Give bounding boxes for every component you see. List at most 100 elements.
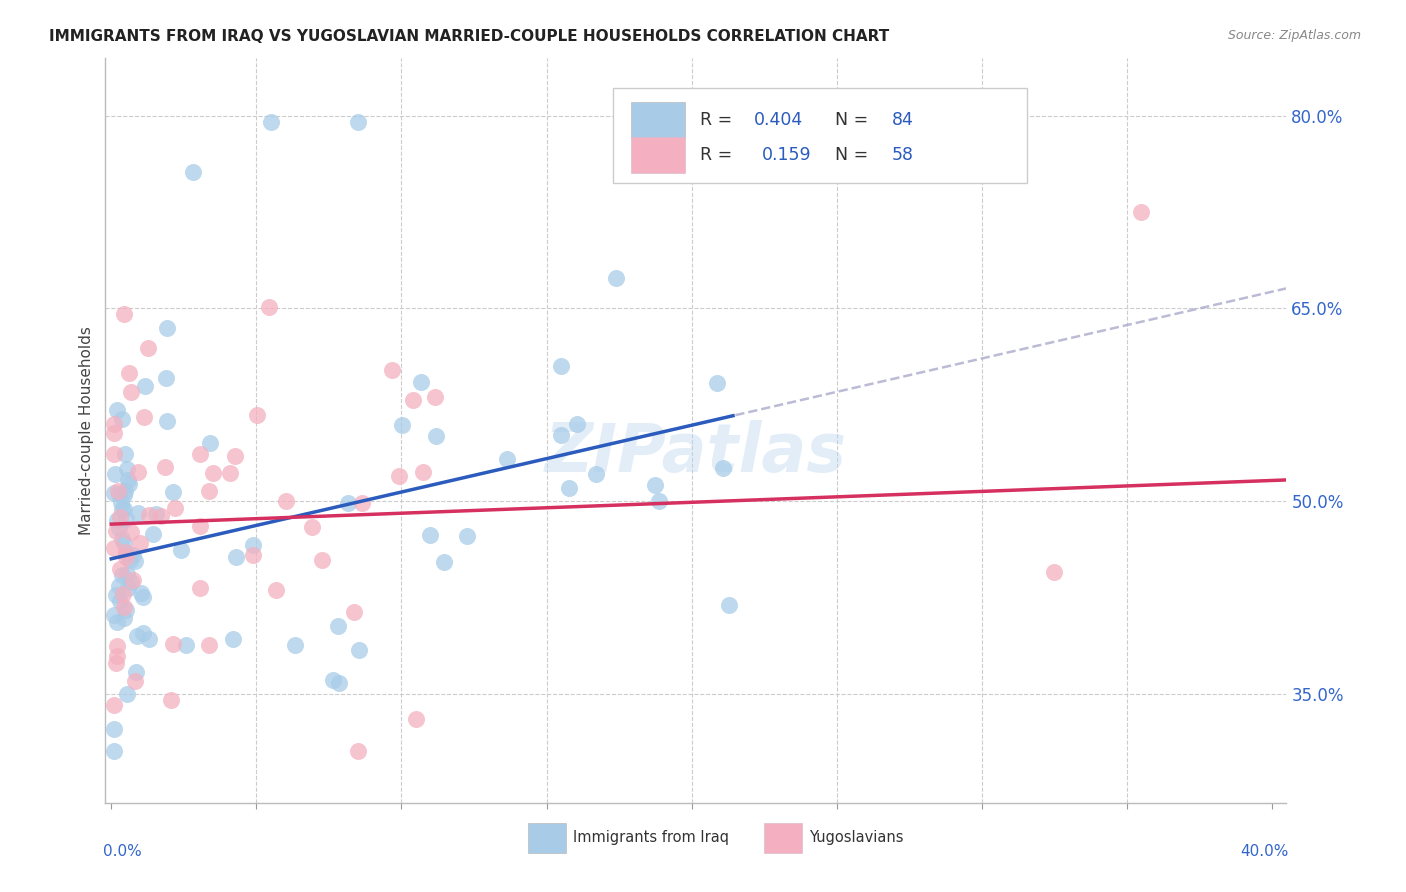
- Point: [120, 524, 142, 539]
- Point: [411, 376, 433, 390]
- Point: [120, 385, 142, 400]
- Point: [115, 603, 138, 617]
- Point: [225, 550, 247, 565]
- Point: [246, 409, 269, 423]
- Point: [496, 452, 519, 467]
- Point: [311, 553, 333, 567]
- Point: [117, 462, 139, 476]
- Point: [145, 507, 167, 521]
- Point: [117, 581, 139, 595]
- FancyBboxPatch shape: [765, 823, 803, 853]
- Point: [347, 642, 370, 657]
- Y-axis label: Married-couple Households: Married-couple Households: [79, 326, 94, 535]
- Point: [117, 473, 139, 487]
- Point: [142, 527, 165, 541]
- Point: [550, 359, 572, 374]
- Point: [328, 619, 350, 633]
- Point: [350, 496, 373, 510]
- Point: [112, 501, 135, 516]
- Point: [381, 363, 404, 377]
- Point: [222, 632, 245, 646]
- Point: [188, 581, 211, 595]
- Point: [103, 426, 125, 441]
- Point: [104, 657, 127, 671]
- Point: [242, 549, 264, 563]
- Point: [347, 744, 370, 758]
- Point: [111, 568, 134, 582]
- Point: [388, 469, 411, 483]
- Point: [197, 484, 219, 499]
- Point: [260, 115, 283, 129]
- Point: [103, 541, 125, 556]
- Point: [264, 582, 287, 597]
- Point: [134, 409, 156, 424]
- Text: Yugoslavians: Yugoslavians: [810, 830, 904, 846]
- Text: ZIPatlas: ZIPatlas: [546, 420, 846, 486]
- Point: [112, 487, 135, 501]
- Point: [128, 536, 150, 550]
- Point: [114, 545, 136, 559]
- Point: [706, 376, 728, 391]
- Point: [103, 723, 125, 737]
- Point: [188, 519, 211, 533]
- Point: [605, 270, 627, 285]
- Point: [176, 638, 198, 652]
- Point: [105, 648, 128, 663]
- Text: 0.0%: 0.0%: [103, 844, 142, 859]
- Point: [103, 486, 125, 500]
- FancyBboxPatch shape: [613, 87, 1026, 183]
- Point: [111, 587, 134, 601]
- Point: [425, 390, 447, 404]
- Text: Source: ZipAtlas.com: Source: ZipAtlas.com: [1227, 29, 1361, 42]
- Point: [131, 626, 153, 640]
- Point: [391, 417, 413, 432]
- Point: [198, 436, 221, 450]
- Text: Immigrants from Iraq: Immigrants from Iraq: [574, 830, 730, 846]
- Point: [105, 513, 128, 527]
- Point: [456, 529, 478, 543]
- Point: [163, 500, 186, 515]
- Text: 0.404: 0.404: [754, 111, 803, 128]
- Point: [114, 484, 136, 499]
- Point: [257, 300, 280, 314]
- Point: [112, 536, 135, 550]
- Point: [103, 447, 125, 461]
- Point: [122, 573, 145, 587]
- Point: [115, 549, 138, 564]
- Point: [1130, 205, 1153, 219]
- Point: [170, 543, 193, 558]
- Point: [111, 502, 134, 516]
- Point: [181, 165, 204, 179]
- Point: [110, 495, 132, 509]
- Point: [134, 378, 156, 392]
- Point: [1043, 565, 1066, 579]
- Point: [108, 510, 131, 524]
- Text: 58: 58: [891, 145, 914, 164]
- Point: [108, 594, 131, 608]
- Point: [127, 506, 149, 520]
- Point: [198, 639, 221, 653]
- Point: [103, 467, 125, 482]
- Point: [108, 562, 131, 576]
- Point: [150, 509, 173, 524]
- Text: 40.0%: 40.0%: [1240, 844, 1289, 859]
- Point: [127, 465, 149, 479]
- Point: [347, 115, 370, 129]
- Point: [124, 554, 146, 568]
- Point: [112, 600, 135, 615]
- Point: [103, 417, 125, 432]
- Point: [107, 483, 129, 498]
- Point: [322, 673, 344, 688]
- Point: [202, 466, 225, 480]
- Point: [108, 579, 131, 593]
- Point: [103, 698, 125, 713]
- Point: [402, 393, 425, 408]
- Point: [155, 460, 177, 475]
- Point: [155, 371, 177, 385]
- Point: [114, 447, 136, 461]
- Point: [405, 712, 427, 726]
- Point: [125, 665, 148, 679]
- Point: [412, 465, 434, 479]
- Point: [218, 466, 240, 480]
- Point: [107, 521, 129, 535]
